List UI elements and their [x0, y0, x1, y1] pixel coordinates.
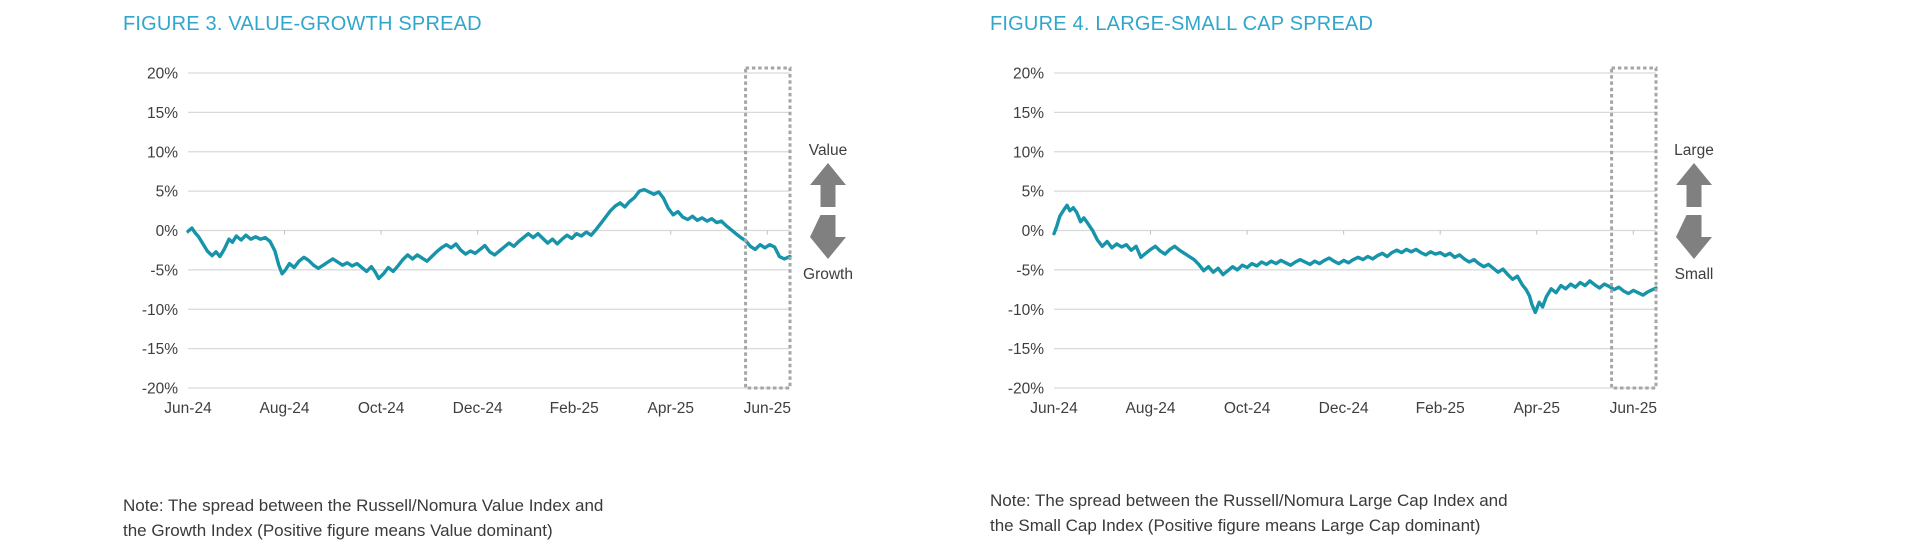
svg-text:Apr-25: Apr-25: [647, 400, 694, 417]
figure4-title: FIGURE 4. LARGE-SMALL CAP SPREAD: [990, 13, 1374, 35]
down-arrow-icon: [810, 215, 846, 259]
svg-text:Feb-25: Feb-25: [550, 400, 599, 417]
figure3-note: Note: The spread between the Russell/Nom…: [123, 494, 603, 543]
up-arrow-icon: [1676, 163, 1712, 207]
svg-text:15%: 15%: [147, 105, 178, 122]
svg-text:-20%: -20%: [142, 381, 178, 398]
figure4-note-line1: Note: The spread between the Russell/Nom…: [990, 491, 1508, 510]
figure4-negative-direction-label: Small: [1675, 266, 1714, 283]
svg-text:20%: 20%: [147, 66, 178, 83]
svg-text:Oct-24: Oct-24: [358, 400, 405, 417]
figure3-plot-area: 20% 15% 10% 5% 0% -5% -10% -15% -20% Jun-24 Aug-24…: [142, 66, 792, 417]
svg-text:Dec-24: Dec-24: [453, 400, 503, 417]
svg-text:-5%: -5%: [1016, 262, 1044, 279]
figure4-chart: 20% 15% 10% 5% 0% -5% -10% -15% -20% Jun-24 Aug-24…: [1008, 66, 1714, 418]
svg-text:-5%: -5%: [150, 262, 178, 279]
down-arrow-icon: [1676, 215, 1712, 259]
figure3-chart: 20% 15% 10% 5% 0% -5% -10% -15% -20% Jun-24 Aug-24…: [142, 66, 853, 418]
svg-text:Jun-24: Jun-24: [1030, 400, 1078, 417]
up-arrow-icon: [810, 163, 846, 207]
figure4-plot-area: 20% 15% 10% 5% 0% -5% -10% -15% -20% Jun-24 Aug-24…: [1008, 66, 1658, 417]
figure4-note: Note: The spread between the Russell/Nom…: [990, 489, 1508, 538]
svg-text:5%: 5%: [1022, 184, 1045, 201]
svg-text:0%: 0%: [156, 223, 179, 240]
svg-text:Jun-25: Jun-25: [744, 400, 791, 417]
svg-text:20%: 20%: [1013, 66, 1044, 83]
svg-text:10%: 10%: [1013, 144, 1044, 161]
svg-text:-10%: -10%: [1008, 302, 1044, 319]
svg-text:-10%: -10%: [142, 302, 178, 319]
svg-text:0%: 0%: [1022, 223, 1045, 240]
figure3-note-line1: Note: The spread between the Russell/Nom…: [123, 496, 604, 515]
svg-text:Jun-25: Jun-25: [1610, 400, 1657, 417]
svg-text:Feb-25: Feb-25: [1416, 400, 1465, 417]
svg-text:Aug-24: Aug-24: [260, 400, 310, 417]
figure3-positive-direction-label: Value: [809, 142, 848, 159]
svg-text:-20%: -20%: [1008, 381, 1044, 398]
svg-text:Apr-25: Apr-25: [1513, 400, 1560, 417]
figure3-note-line2: the Growth Index (Positive figure means …: [123, 520, 553, 540]
svg-text:Dec-24: Dec-24: [1319, 400, 1369, 417]
svg-text:-15%: -15%: [1008, 341, 1044, 358]
svg-text:Aug-24: Aug-24: [1126, 400, 1176, 417]
figure4-note-line2: the Small Cap Index (Positive figure mea…: [990, 515, 1481, 535]
svg-text:5%: 5%: [156, 184, 179, 201]
svg-text:15%: 15%: [1013, 105, 1044, 122]
figure4-positive-direction-label: Large: [1674, 142, 1714, 159]
svg-text:-15%: -15%: [142, 341, 178, 358]
figure3-negative-direction-label: Growth: [803, 266, 853, 283]
svg-text:10%: 10%: [147, 144, 178, 161]
figure3-title: FIGURE 3. VALUE-GROWTH SPREAD: [123, 13, 482, 35]
svg-text:Jun-24: Jun-24: [164, 400, 212, 417]
svg-text:Oct-24: Oct-24: [1224, 400, 1271, 417]
